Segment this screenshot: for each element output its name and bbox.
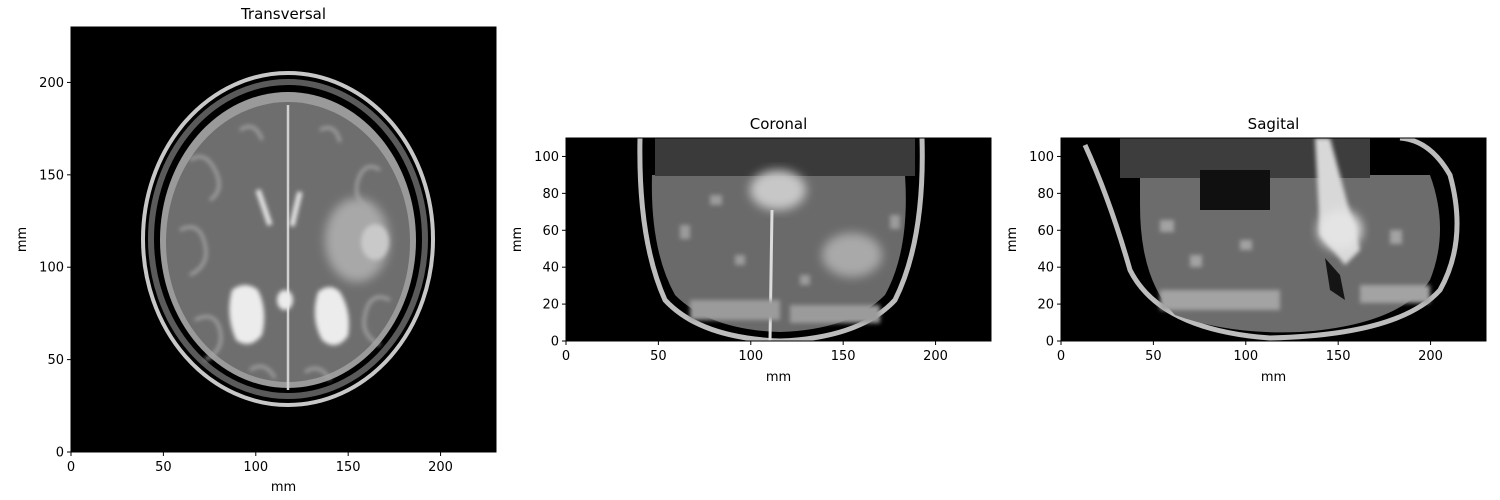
lesion-sagital xyxy=(1318,210,1362,250)
xlabel-transversal: mm xyxy=(271,480,296,495)
y-tick-label: 0 xyxy=(551,335,559,350)
y-tick-label: 50 xyxy=(47,353,64,368)
image-transversal xyxy=(71,27,496,452)
title-sagital: Sagital xyxy=(1248,115,1300,133)
x-tick-label: 50 xyxy=(155,460,172,475)
lesion-edema xyxy=(325,198,389,282)
x-tick-label: 150 xyxy=(1326,349,1351,364)
sinus-dark xyxy=(1200,170,1270,210)
x-ticks-coronal: 0 50 100 150 200 xyxy=(562,341,948,364)
x-tick-label: 100 xyxy=(738,349,763,364)
y-ticks-transversal: 0 50 100 150 200 xyxy=(39,76,71,461)
x-tick-label: 100 xyxy=(243,460,268,475)
y-tick-label: 0 xyxy=(1046,335,1054,350)
xlabel-sagital: mm xyxy=(1261,370,1286,385)
x-tick-label: 150 xyxy=(831,349,856,364)
dark-notch xyxy=(1325,258,1345,300)
x-tick-label: 200 xyxy=(923,349,948,364)
y-tick-label: 40 xyxy=(1037,261,1054,276)
y-tick-label: 60 xyxy=(1037,224,1054,239)
y-tick-label: 20 xyxy=(1037,298,1054,313)
panel-sagital: Sagital 0 50 100 150 200 0 20 40 60 80 100 mm mm xyxy=(1005,115,1487,385)
x-ticks-sagital: 0 50 100 150 200 xyxy=(1057,341,1443,364)
axes-frame-coronal xyxy=(565,137,992,342)
ylabel-transversal: mm xyxy=(15,227,30,252)
x-ticks-transversal: 0 50 100 150 200 xyxy=(67,452,453,475)
y-tick-label: 100 xyxy=(534,150,559,165)
x-tick-label: 50 xyxy=(1145,349,1162,364)
panel-transversal: Transversal xyxy=(15,5,497,495)
x-tick-label: 200 xyxy=(428,460,453,475)
brain-parenchyma xyxy=(651,175,906,332)
x-tick-label: 200 xyxy=(1418,349,1443,364)
scalp-ring xyxy=(148,79,428,399)
skull-base xyxy=(655,138,915,176)
y-tick-label: 80 xyxy=(542,187,559,202)
y-tick-label: 80 xyxy=(1037,187,1054,202)
y-tick-label: 0 xyxy=(56,446,64,461)
image-coronal xyxy=(566,138,991,341)
x-tick-label: 0 xyxy=(1057,349,1065,364)
image-sagital xyxy=(1061,138,1486,341)
y-tick-label: 40 xyxy=(542,261,559,276)
skull-outer xyxy=(141,71,435,407)
head-outline xyxy=(1082,138,1460,341)
lesion-coronal xyxy=(822,233,882,277)
y-tick-label: 60 xyxy=(542,224,559,239)
x-tick-label: 150 xyxy=(336,460,361,475)
brainstem-bright xyxy=(750,170,806,210)
ylabel-coronal: mm xyxy=(510,227,525,252)
axes-frame-sagital xyxy=(1060,137,1487,342)
y-tick-label: 100 xyxy=(39,261,64,276)
y-tick-label: 20 xyxy=(542,298,559,313)
axes-frame-transversal xyxy=(70,26,497,453)
midline-fissure xyxy=(768,209,774,341)
y-tick-label: 200 xyxy=(39,76,64,91)
y-ticks-coronal: 0 20 40 60 80 100 xyxy=(534,150,566,350)
cortex-texture xyxy=(1160,220,1430,310)
y-tick-label: 150 xyxy=(39,168,64,183)
x-tick-label: 100 xyxy=(1233,349,1258,364)
ventricles xyxy=(229,189,349,346)
x-tick-label: 0 xyxy=(67,460,75,475)
y-tick-label: 100 xyxy=(1029,150,1054,165)
title-transversal: Transversal xyxy=(240,5,326,23)
head-outline xyxy=(637,138,925,341)
lesion-core xyxy=(361,224,389,260)
title-coronal: Coronal xyxy=(750,115,808,133)
x-tick-label: 0 xyxy=(562,349,570,364)
ylabel-sagital: mm xyxy=(1005,227,1020,252)
y-ticks-sagital: 0 20 40 60 80 100 xyxy=(1029,150,1061,350)
xlabel-coronal: mm xyxy=(766,370,791,385)
x-tick-label: 50 xyxy=(650,349,667,364)
panel-coronal: Coronal 0 50 100 150 200 0 20 40 60 80 100 mm mm xyxy=(510,115,992,385)
cortex-texture xyxy=(680,195,900,323)
